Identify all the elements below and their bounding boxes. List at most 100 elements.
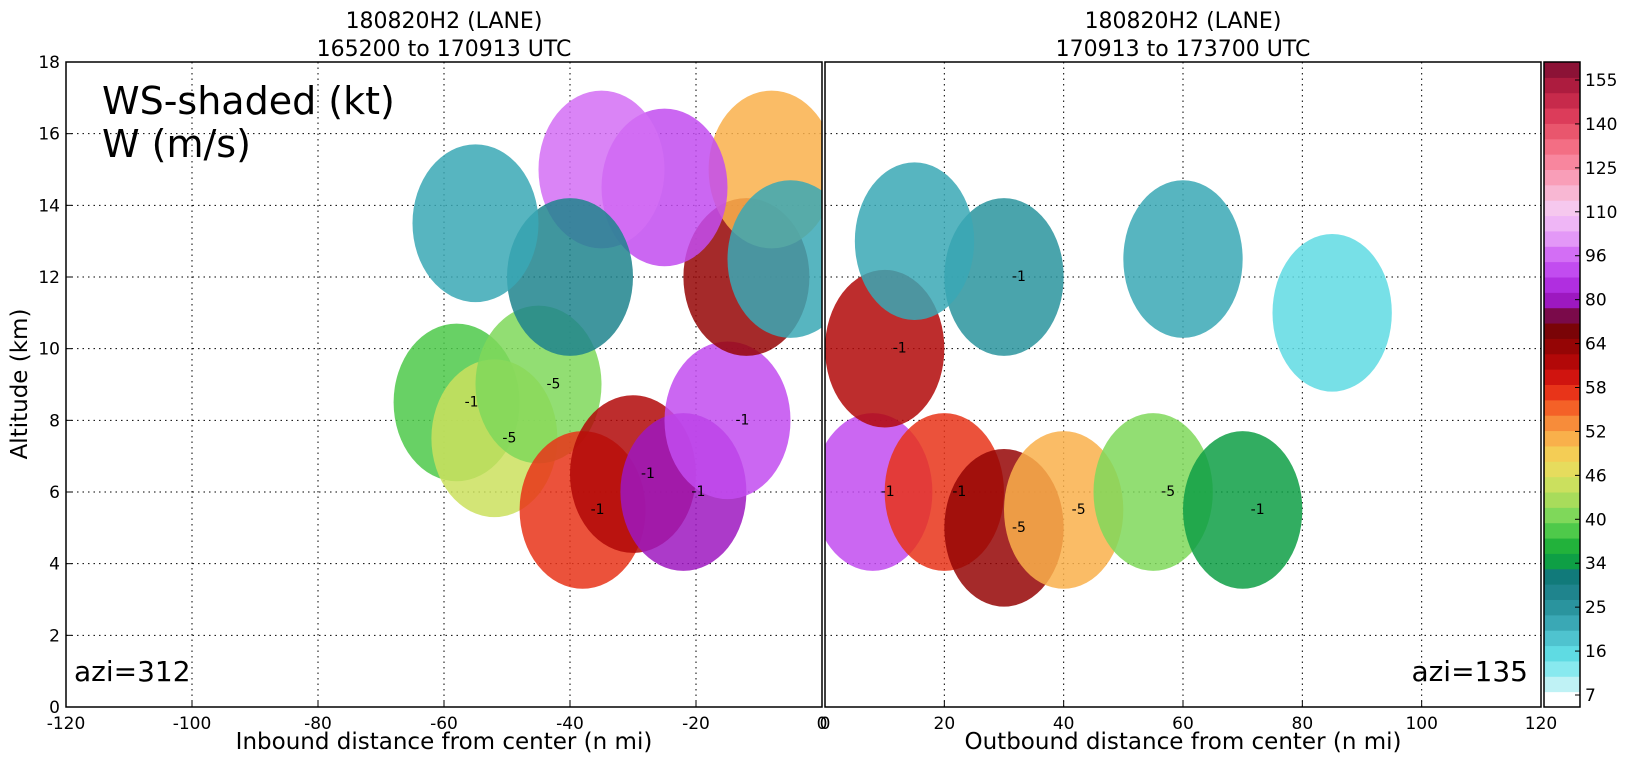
x-tick-label: 80 (1292, 714, 1314, 734)
contour-label: -1 (1012, 269, 1026, 285)
colorbar-segment (1544, 476, 1580, 493)
right-plot-area: -1 -1 -1 -5 -5 -5 -1 -1 (824, 62, 1542, 707)
y-tick-label: 0 (49, 698, 60, 718)
colorbar-segment (1544, 676, 1580, 693)
colorbar-segment (1544, 123, 1580, 140)
right-subtitle: 170913 to 173700 UTC (1056, 37, 1311, 62)
contour-label: -1 (893, 341, 907, 357)
wind-field: -1 -5 -5 -1 -1 -1 -1 (393, 90, 822, 589)
colorbar-segment (1544, 399, 1580, 416)
colorbar-segment (1544, 614, 1580, 631)
colorbar-segment (1544, 384, 1580, 401)
x-tick-label: -20 (682, 714, 710, 734)
colorbar-segment (1544, 154, 1580, 170)
colorbar-segment (1544, 584, 1580, 600)
colorbar-label: 25 (1585, 598, 1607, 618)
colorbar-label: 46 (1585, 466, 1607, 486)
left-y-axis-label: Altitude (km) (7, 309, 33, 460)
colorbar-segment (1544, 599, 1580, 616)
colorbar: 155 140 125 110 96 80 64 58 52 46 40 34 25 16 7 (1543, 61, 1617, 708)
colorbar-frame (1543, 61, 1581, 708)
contour-label: -1 (691, 484, 705, 500)
x-tick-label: 40 (1053, 714, 1075, 734)
colorbar-segment (1544, 92, 1580, 109)
x-tick-label: 0 (820, 714, 831, 734)
colorbar-segment (1544, 430, 1580, 447)
contour-label: -1 (591, 502, 605, 518)
y-tick-label: 12 (38, 268, 60, 288)
y-tick-label: 4 (49, 555, 60, 575)
left-plot-area: -1 -5 -5 -1 -1 -1 -1 (65, 62, 823, 707)
x-tick-label: -40 (556, 714, 584, 734)
colorbar-segment (1544, 307, 1580, 324)
right-x-ticks: 0 20 40 60 80 100 120 (820, 701, 1557, 734)
right-title: 180820H2 (LANE) (1085, 9, 1282, 34)
colorbar-segment (1544, 184, 1580, 201)
y-tick-label: 18 (38, 53, 60, 73)
wind-speed-cell (1183, 431, 1303, 589)
colorbar-label: 110 (1585, 203, 1617, 223)
colorbar-label: 80 (1585, 291, 1607, 311)
colorbar-segment (1544, 62, 1580, 78)
left-x-ticks: -120 -100 -80 -60 -40 -20 0 (47, 701, 828, 734)
colorbar-segment (1544, 200, 1580, 217)
left-azimuth-label: azi=312 (74, 655, 191, 688)
colorbar-segment (1544, 138, 1580, 155)
colorbar-segment (1544, 507, 1580, 524)
x-tick-label: -120 (47, 714, 86, 734)
wind-speed-cell (854, 162, 975, 320)
left-subtitle: 165200 to 170913 UTC (317, 37, 572, 62)
left-x-axis-label: Inbound distance from center (n mi) (236, 729, 653, 755)
contour-label: -5 (502, 430, 516, 446)
colorbar-label: 155 (1585, 71, 1617, 91)
colorbar-segment (1544, 353, 1580, 370)
wind-speed-cell (507, 198, 633, 356)
colorbar-segment (1544, 445, 1580, 462)
colorbar-segment (1544, 230, 1580, 247)
colorbar-segment (1544, 246, 1580, 263)
contour-label: -1 (881, 484, 895, 500)
colorbar-segment (1544, 660, 1580, 677)
left-panel: 180820H2 (LANE) 165200 to 170913 UTC -1-… (7, 9, 828, 755)
colorbar-segment (1544, 292, 1580, 309)
variables-line-1: WS-shaded (kt) (102, 79, 395, 123)
colorbar-label: 7 (1585, 686, 1596, 706)
colorbar-label: 40 (1585, 510, 1607, 530)
colorbar-segment (1544, 77, 1580, 94)
colorbar-segment (1544, 261, 1580, 278)
colorbar-label: 125 (1585, 159, 1617, 179)
contour-label: -5 (1161, 484, 1175, 500)
x-tick-label: -80 (304, 714, 332, 734)
colorbar-segment (1544, 338, 1580, 355)
x-tick-label: 120 (1525, 714, 1557, 734)
contour-label: -5 (1072, 502, 1086, 518)
y-tick-label: 14 (38, 196, 60, 216)
contour-label: -1 (641, 466, 655, 482)
colorbar-segment (1544, 568, 1580, 585)
contour-label: -5 (547, 377, 561, 393)
wind-speed-cell (727, 180, 822, 338)
wind-speed-cell (1123, 180, 1243, 338)
x-tick-label: 0 (817, 714, 828, 734)
contour-label: -1 (1251, 502, 1265, 518)
x-tick-label: 100 (1405, 714, 1437, 734)
colorbar-segment (1544, 169, 1580, 186)
wind-speed-cell (1272, 234, 1392, 392)
variables-line-2: W (m/s) (102, 122, 251, 166)
left-y-ticks: 0 2 4 6 8 10 12 14 16 18 (38, 53, 72, 718)
wind-speed-cell (412, 144, 539, 303)
colorbar-label: 58 (1585, 379, 1607, 399)
colorbar-label: 140 (1585, 115, 1617, 135)
contour-label: -1 (736, 412, 750, 428)
colorbar-segment (1544, 369, 1580, 385)
colorbar-segment (1544, 538, 1580, 554)
colorbar-label: 96 (1585, 247, 1607, 267)
colorbar-segment (1544, 108, 1580, 124)
contour-label: -1 (465, 394, 479, 410)
colorbar-segment (1544, 630, 1580, 647)
colorbar-segment (1544, 277, 1580, 293)
y-tick-label: 6 (49, 483, 60, 503)
right-panel: 180820H2 (LANE) 170913 to 173700 UTC -1 -… (820, 9, 1558, 755)
right-x-axis-label: Outbound distance from center (n mi) (965, 729, 1402, 755)
